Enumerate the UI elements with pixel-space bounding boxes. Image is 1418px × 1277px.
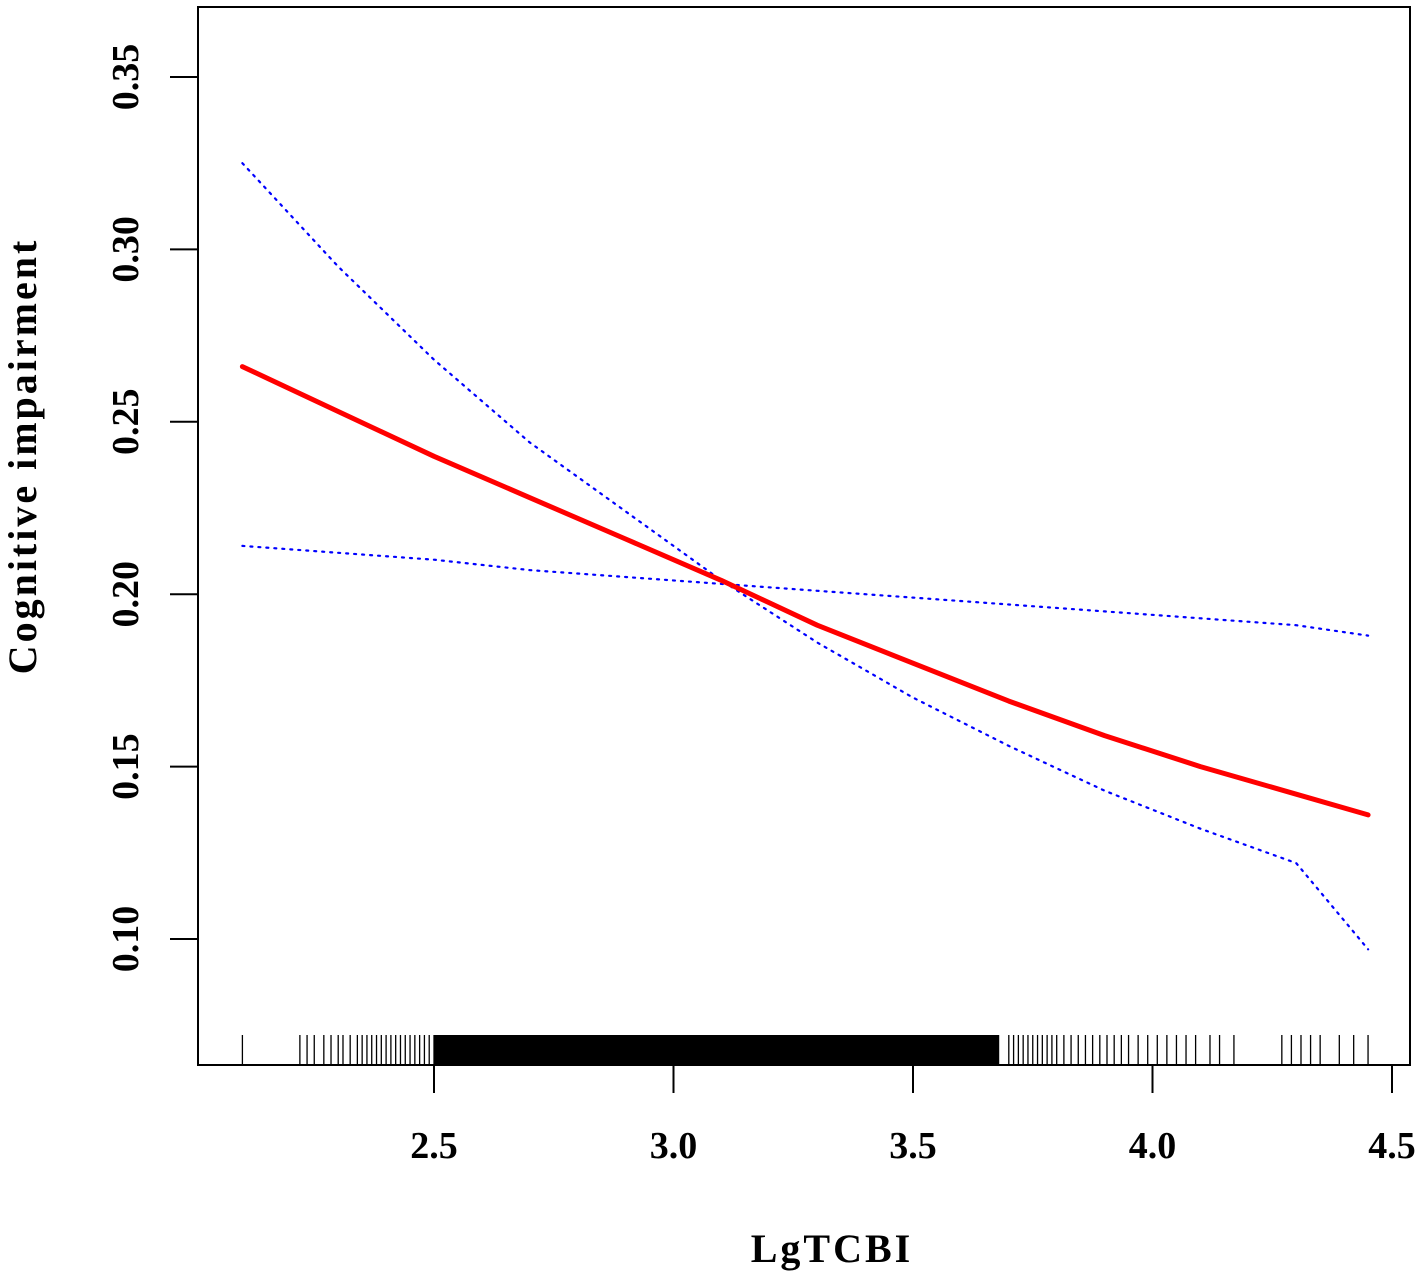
x-axis-title: LgTCBI: [751, 1226, 914, 1271]
y-tick-label: 0.20: [105, 561, 147, 628]
x-tick-label: 3.0: [650, 1125, 698, 1167]
y-tick-label: 0.25: [105, 389, 147, 456]
x-axis: 2.5 3.0 3.5 4.0 4.5: [410, 1065, 1416, 1167]
plot-area-frame: [197, 6, 1411, 1066]
y-tick-label: 0.15: [105, 733, 147, 800]
y-axis: 0.10 0.15 0.20 0.25 0.30 0.35: [105, 44, 198, 973]
y-tick-label: 0.30: [105, 216, 147, 283]
series-line-estimate: [239, 364, 1371, 818]
rug-dense-band: [434, 1035, 1000, 1065]
y-axis-title: Cognitive impairment: [0, 238, 45, 675]
series-line-upper-ci: [241, 162, 1370, 951]
x-tick-label: 2.5: [410, 1125, 458, 1167]
y-tick-label: 0.35: [105, 44, 147, 111]
series-layer: [239, 162, 1371, 951]
series-line-lower-ci: [241, 544, 1370, 637]
x-tick-label: 3.5: [889, 1125, 937, 1167]
x-tick-label: 4.5: [1368, 1125, 1416, 1167]
rug-plot: [241, 1035, 1369, 1065]
y-tick-label: 0.10: [105, 906, 147, 973]
x-tick-label: 4.0: [1129, 1125, 1177, 1167]
